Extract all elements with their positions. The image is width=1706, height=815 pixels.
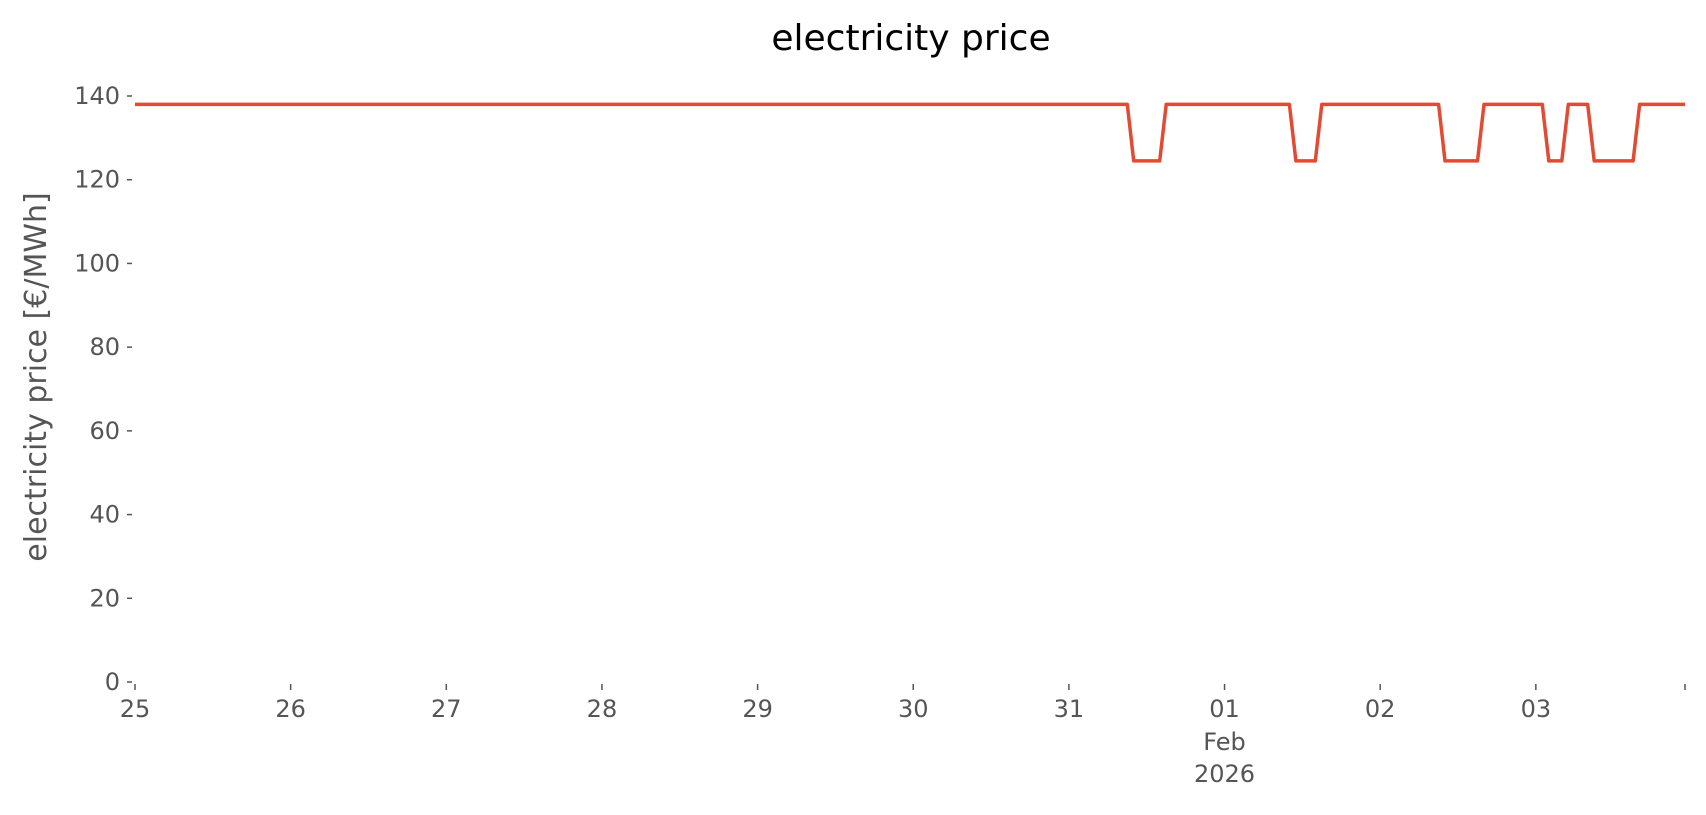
y-tick-label: 100 bbox=[74, 249, 120, 277]
x-tick-label: 26 bbox=[275, 695, 306, 723]
y-tick-label: 80 bbox=[89, 333, 120, 361]
x-tick-sublabel: 2026 bbox=[1194, 760, 1255, 788]
x-tick-label: 30 bbox=[898, 695, 929, 723]
y-tick-label: 0 bbox=[105, 668, 120, 696]
x-tick-label: 02 bbox=[1365, 695, 1396, 723]
y-axis-title: electricity price [€/MWh] bbox=[19, 192, 54, 561]
x-tick-label: 31 bbox=[1054, 695, 1085, 723]
plot-area bbox=[135, 102, 1685, 163]
x-tick-label: 29 bbox=[742, 695, 773, 723]
x-tick-label: 28 bbox=[587, 695, 618, 723]
y-tick-label: 40 bbox=[89, 501, 120, 529]
x-axis: 25 26 27 28 29 30 31 01 Feb 2026 02 03 bbox=[120, 684, 1686, 788]
y-tick-label: 60 bbox=[89, 417, 120, 445]
chart-title: electricity price bbox=[771, 18, 1050, 59]
x-tick-sublabel: Feb bbox=[1203, 728, 1246, 756]
y-tick-label: 20 bbox=[89, 584, 120, 612]
y-tick-label: 120 bbox=[74, 166, 120, 194]
x-tick-label: 03 bbox=[1521, 695, 1552, 723]
x-tick-label: 25 bbox=[120, 695, 151, 723]
x-tick-label: 01 bbox=[1209, 695, 1240, 723]
x-tick-label: 27 bbox=[431, 695, 462, 723]
price-series-line bbox=[135, 102, 1685, 163]
y-tick-label: 140 bbox=[74, 82, 120, 110]
y-axis: 0 20 40 60 80 100 120 140 bbox=[74, 82, 132, 696]
